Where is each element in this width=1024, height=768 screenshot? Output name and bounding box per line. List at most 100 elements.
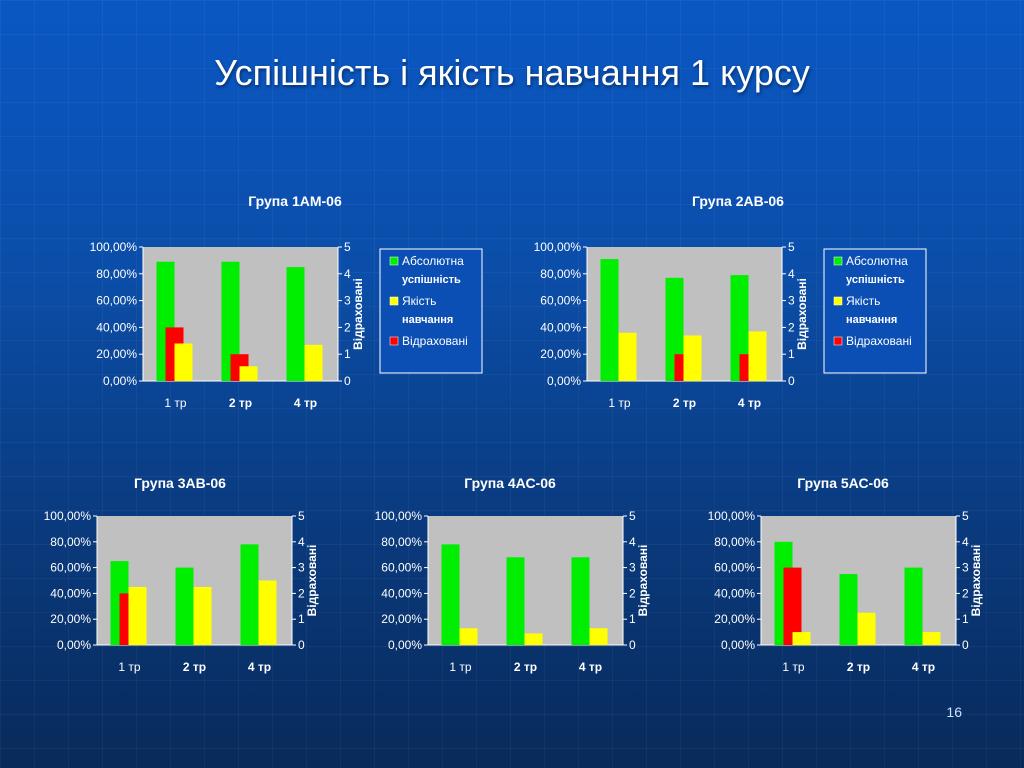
chart-title: Група 3АВ-06 bbox=[134, 475, 226, 491]
y2-tick-label: 0 bbox=[629, 638, 636, 652]
x-tick-label: 2 тр bbox=[847, 660, 870, 674]
bar bbox=[441, 544, 460, 645]
y2-tick-label: 2 bbox=[629, 586, 636, 600]
y2-tick-label: 0 bbox=[298, 638, 305, 652]
y2-tick-label: 0 bbox=[788, 374, 795, 388]
y-tick-label: 20,00% bbox=[381, 612, 422, 626]
chart-title: Група 4АС-06 bbox=[464, 475, 556, 491]
legend-label: Відраховані bbox=[402, 334, 468, 348]
y2-axis-label: Відраховані bbox=[795, 278, 809, 350]
y2-tick-label: 3 bbox=[788, 294, 795, 308]
y-tick-label: 60,00% bbox=[540, 294, 581, 308]
bar bbox=[459, 628, 478, 645]
y-tick-label: 100,00% bbox=[90, 240, 138, 254]
x-tick-label: 2 тр bbox=[183, 660, 206, 674]
y-tick-label: 20,00% bbox=[540, 347, 581, 361]
bar bbox=[683, 335, 702, 381]
legend-label: успішність bbox=[846, 274, 905, 286]
y-tick-label: 100,00% bbox=[708, 509, 756, 523]
y2-tick-label: 3 bbox=[629, 561, 636, 575]
y-tick-label: 0,00% bbox=[721, 638, 755, 652]
y-tick-label: 40,00% bbox=[96, 320, 137, 334]
legend-swatch bbox=[389, 336, 399, 346]
bar bbox=[221, 261, 240, 381]
bar bbox=[524, 633, 543, 645]
legend-swatch bbox=[833, 296, 843, 306]
y-tick-label: 80,00% bbox=[96, 267, 137, 281]
y-tick-label: 0,00% bbox=[57, 638, 91, 652]
y2-tick-label: 2 bbox=[788, 320, 795, 334]
chart-4: Група 4АС-06 0,00% 20,00% 40,00% 60,00% 80,00… bbox=[375, 475, 650, 674]
y2-tick-label: 5 bbox=[298, 509, 305, 523]
y-tick-label: 60,00% bbox=[714, 561, 755, 575]
y2-tick-label: 5 bbox=[962, 509, 969, 523]
y2-axis-label: Відраховані bbox=[305, 545, 319, 617]
y-tick-label: 40,00% bbox=[540, 320, 581, 334]
bar bbox=[839, 574, 858, 645]
bar bbox=[258, 580, 277, 645]
y2-tick-label: 1 bbox=[298, 612, 305, 626]
x-tick-label: 2 тр bbox=[514, 660, 537, 674]
bar bbox=[600, 259, 619, 381]
legend: Абсолютна успішність Якість навчання Відрахо… bbox=[379, 248, 483, 374]
bar bbox=[922, 632, 941, 645]
bar bbox=[174, 343, 193, 381]
y-tick-label: 0,00% bbox=[388, 638, 422, 652]
y2-tick-label: 5 bbox=[788, 240, 795, 254]
legend: Абсолютна успішність Якість навчання Відрахо… bbox=[823, 248, 927, 374]
bar bbox=[304, 344, 323, 381]
bar bbox=[128, 586, 147, 645]
legend-box bbox=[379, 248, 483, 374]
legend-swatch bbox=[389, 296, 399, 306]
x-tick-label: 4 тр bbox=[912, 660, 935, 674]
y2-tick-label: 3 bbox=[344, 294, 351, 308]
y-tick-label: 40,00% bbox=[50, 586, 91, 600]
bar bbox=[506, 557, 525, 645]
bar bbox=[904, 567, 923, 645]
bar bbox=[286, 267, 305, 381]
chart-3: Група 3АВ-06 0,00% 20,00% 40,00% 60,00% 80,00… bbox=[44, 475, 319, 674]
y-tick-label: 60,00% bbox=[381, 561, 422, 575]
bar bbox=[783, 567, 802, 645]
y-tick-label: 20,00% bbox=[96, 347, 137, 361]
y2-tick-label: 2 bbox=[962, 586, 969, 600]
x-tick-label: 2 тр bbox=[673, 396, 696, 410]
y2-tick-label: 4 bbox=[344, 267, 351, 281]
legend-swatch bbox=[833, 336, 843, 346]
y2-tick-label: 5 bbox=[629, 509, 636, 523]
legend-swatch bbox=[389, 256, 399, 266]
x-tick-label: 1 тр bbox=[164, 396, 187, 410]
y-tick-label: 80,00% bbox=[50, 535, 91, 549]
page-number: 16 bbox=[946, 704, 962, 720]
y-tick-label: 80,00% bbox=[540, 267, 581, 281]
chart-2: Група 2АВ-06 0,00% 20,00% 40,00% 60,00% 80,00… bbox=[534, 193, 927, 410]
legend-label: Відраховані bbox=[846, 334, 912, 348]
x-tick-label: 1 тр bbox=[608, 396, 631, 410]
x-tick-label: 4 тр bbox=[579, 660, 602, 674]
legend-label: навчання bbox=[402, 314, 453, 326]
legend-label: Абсолютна bbox=[846, 254, 908, 268]
chart-title: Група 1АМ-06 bbox=[248, 193, 342, 209]
bar bbox=[571, 557, 590, 645]
bar bbox=[589, 628, 608, 645]
y2-tick-label: 1 bbox=[788, 347, 795, 361]
legend-label: Абсолютна bbox=[402, 254, 464, 268]
bar bbox=[239, 366, 258, 381]
legend-label: навчання bbox=[846, 314, 897, 326]
y2-tick-label: 3 bbox=[962, 561, 969, 575]
legend-swatch bbox=[833, 256, 843, 266]
y2-tick-label: 5 bbox=[344, 240, 351, 254]
y2-tick-label: 4 bbox=[629, 535, 636, 549]
bar bbox=[748, 331, 767, 381]
y2-tick-label: 0 bbox=[344, 374, 351, 388]
plot-area bbox=[428, 516, 623, 645]
y2-tick-label: 1 bbox=[962, 612, 969, 626]
x-tick-label: 2 тр bbox=[229, 396, 252, 410]
y-tick-label: 20,00% bbox=[50, 612, 91, 626]
bar bbox=[175, 567, 194, 645]
legend-label: успішність bbox=[402, 274, 461, 286]
bar bbox=[193, 586, 212, 645]
y-tick-label: 80,00% bbox=[381, 535, 422, 549]
chart-1: Група 1АМ-06 0,00% 20,00% 40,00% 60,00% 80,00… bbox=[90, 193, 483, 410]
